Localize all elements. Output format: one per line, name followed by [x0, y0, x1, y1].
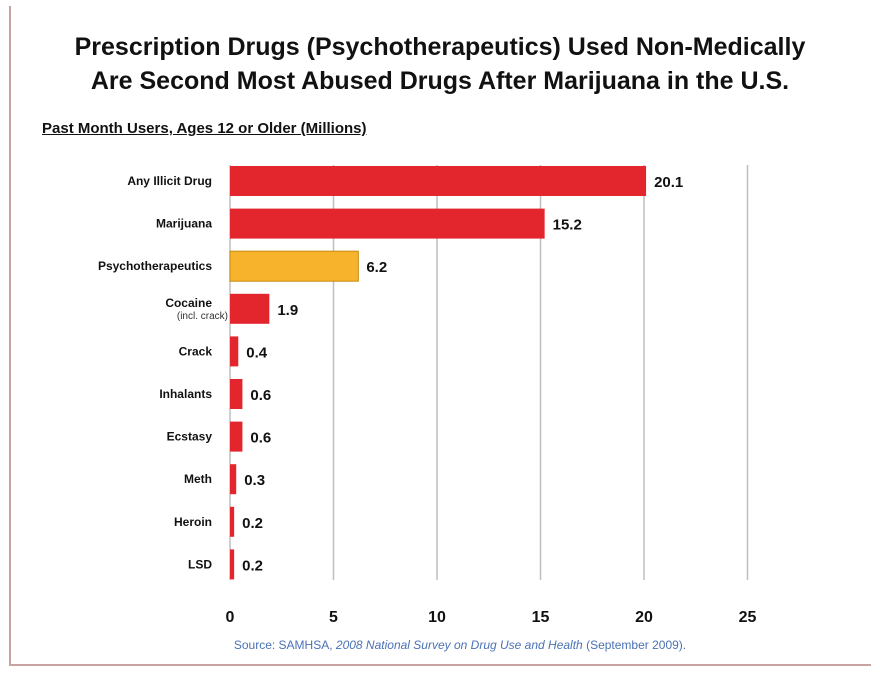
chart-title-line-1: Prescription Drugs (Psychotherapeutics) … [74, 33, 806, 61]
category-label: Heroin [174, 515, 212, 529]
source-note: Source: SAMHSA, 2008 National Survey on … [0, 638, 880, 652]
source-survey-title: 2008 National Survey on Drug Use and Hea… [335, 638, 583, 652]
bar [230, 293, 270, 324]
x-tick-label: 15 [532, 609, 550, 626]
labels: 0 5 10 15 20 25 Any Illicit Drug 20.1 Marijuana 1… [98, 174, 757, 626]
bars [229, 166, 647, 580]
category-label: Ecstasy [167, 430, 213, 444]
chart-title-line-2: Are Second Most Abused Drugs After Marij… [90, 67, 790, 95]
value-label: 0.4 [246, 344, 268, 361]
bar [230, 379, 243, 409]
value-label: 0.2 [242, 557, 263, 574]
x-tick-label: 0 [226, 609, 235, 626]
source-prefix: Source: SAMHSA, [233, 638, 336, 652]
bar [230, 166, 647, 196]
value-label: 20.1 [654, 174, 683, 191]
x-tick-label: 10 [428, 609, 446, 626]
chart-title: Prescription Drugs (Psychotherapeutics) … [20, 30, 860, 98]
x-tick-label: 5 [329, 609, 338, 626]
category-label: Cocaine [165, 296, 212, 310]
category-label: Crack [179, 344, 213, 358]
value-label: 15.2 [553, 217, 582, 234]
category-label: Inhalants [159, 387, 212, 401]
value-label: 0.2 [242, 515, 263, 532]
slide-frame [9, 6, 871, 666]
bar [230, 421, 243, 452]
category-label: Psychotherapeutics [98, 259, 212, 273]
category-label: Marijuana [156, 217, 212, 231]
bar [230, 549, 235, 580]
bar [230, 464, 237, 495]
source-suffix: (September 2009). [582, 638, 687, 652]
value-label: 0.6 [250, 387, 271, 404]
value-label: 6.2 [366, 259, 387, 276]
bar [230, 208, 545, 239]
category-sublabel: (incl. crack) [177, 311, 228, 322]
category-label: Any Illicit Drug [127, 174, 212, 188]
value-label: 0.6 [250, 430, 271, 447]
chart-subtitle: Past Month Users, Ages 12 or Older (Mill… [42, 120, 367, 137]
x-tick-label: 20 [635, 609, 653, 626]
category-label: Meth [184, 472, 212, 486]
value-label: 0.3 [244, 472, 265, 489]
bar [229, 250, 359, 282]
bar [230, 506, 235, 537]
category-label: LSD [188, 557, 212, 571]
bar [230, 336, 239, 367]
x-tick-label: 25 [739, 609, 757, 626]
value-label: 1.9 [277, 302, 298, 319]
